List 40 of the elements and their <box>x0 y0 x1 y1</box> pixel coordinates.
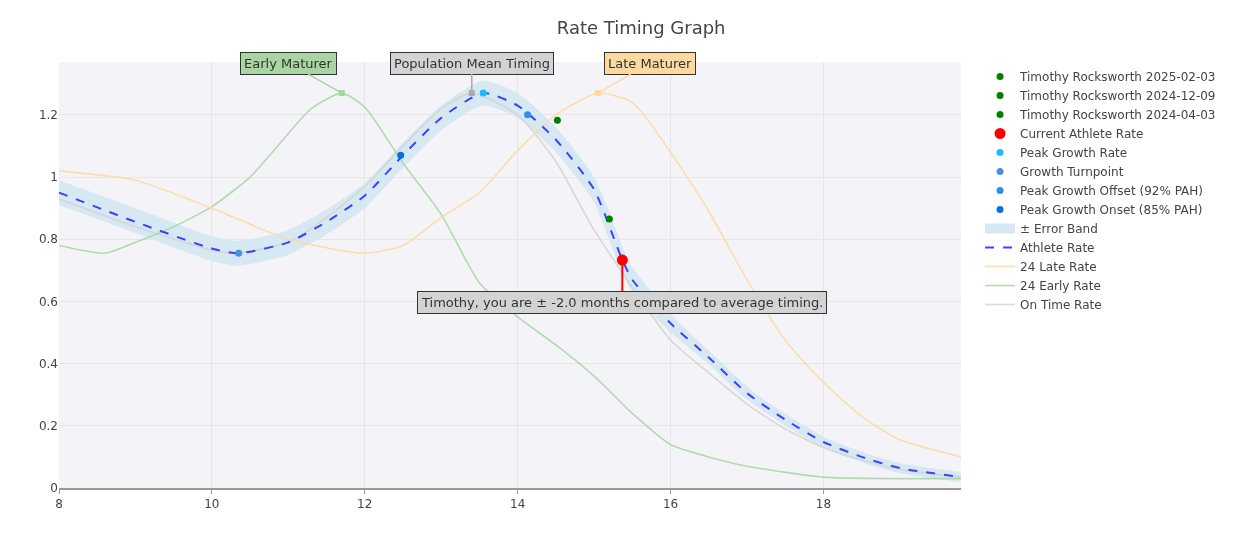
annotation: Timothy, you are ± -2.0 months compared to average timing. <box>421 295 824 310</box>
point <box>594 90 601 97</box>
legend-label: Current Athlete Rate <box>1020 127 1144 142</box>
point <box>338 90 345 97</box>
x-tick-label: 14 <box>510 497 526 512</box>
annotation: Late Maturer <box>608 56 693 71</box>
legend-label: Growth Turnpoint <box>1020 165 1124 180</box>
legend-label: Timothy Rocksworth 2024-12-09 <box>1019 89 1216 104</box>
y-tick-label: 0.2 <box>38 419 58 434</box>
chart-title: Rate Timing Graph <box>556 17 726 39</box>
legend-label: Peak Growth Offset (92% PAH) <box>1020 184 1204 199</box>
legend-label: 24 Early Rate <box>1020 279 1101 294</box>
x-tick-label: 18 <box>815 497 832 512</box>
point <box>479 89 487 97</box>
y-tick-label: 1 <box>50 170 58 185</box>
point <box>524 111 532 119</box>
point <box>397 151 405 159</box>
legend-label: Peak Growth Onset (85% PAH) <box>1020 203 1203 218</box>
y-tick-label: 0.6 <box>38 294 58 309</box>
legend-label: 24 Late Rate <box>1020 260 1097 275</box>
point <box>553 116 561 124</box>
annotation: Early Maturer <box>244 56 333 71</box>
legend-label: ± Error Band <box>1020 222 1098 237</box>
legend-label: Athlete Rate <box>1020 241 1095 256</box>
annotation: Population Mean Timing <box>394 56 550 71</box>
x-tick-label: 8 <box>55 497 63 512</box>
y-tick-label: 0 <box>50 481 58 496</box>
x-tick-label: 12 <box>357 497 373 512</box>
legend-label: Timothy Rocksworth 2024-04-03 <box>1019 108 1216 123</box>
legend-label: On Time Rate <box>1020 298 1102 313</box>
point <box>468 90 475 97</box>
legend-label: Peak Growth Rate <box>1020 146 1128 161</box>
point <box>235 249 243 257</box>
y-tick-label: 0.4 <box>38 356 58 371</box>
y-tick-label: 1.2 <box>38 108 58 123</box>
point <box>605 215 613 223</box>
y-tick-label: 0.8 <box>38 232 58 247</box>
x-tick-label: 10 <box>204 497 220 512</box>
x-tick-label: 16 <box>662 497 679 512</box>
legend-label: Timothy Rocksworth 2025-02-03 <box>1019 70 1216 85</box>
